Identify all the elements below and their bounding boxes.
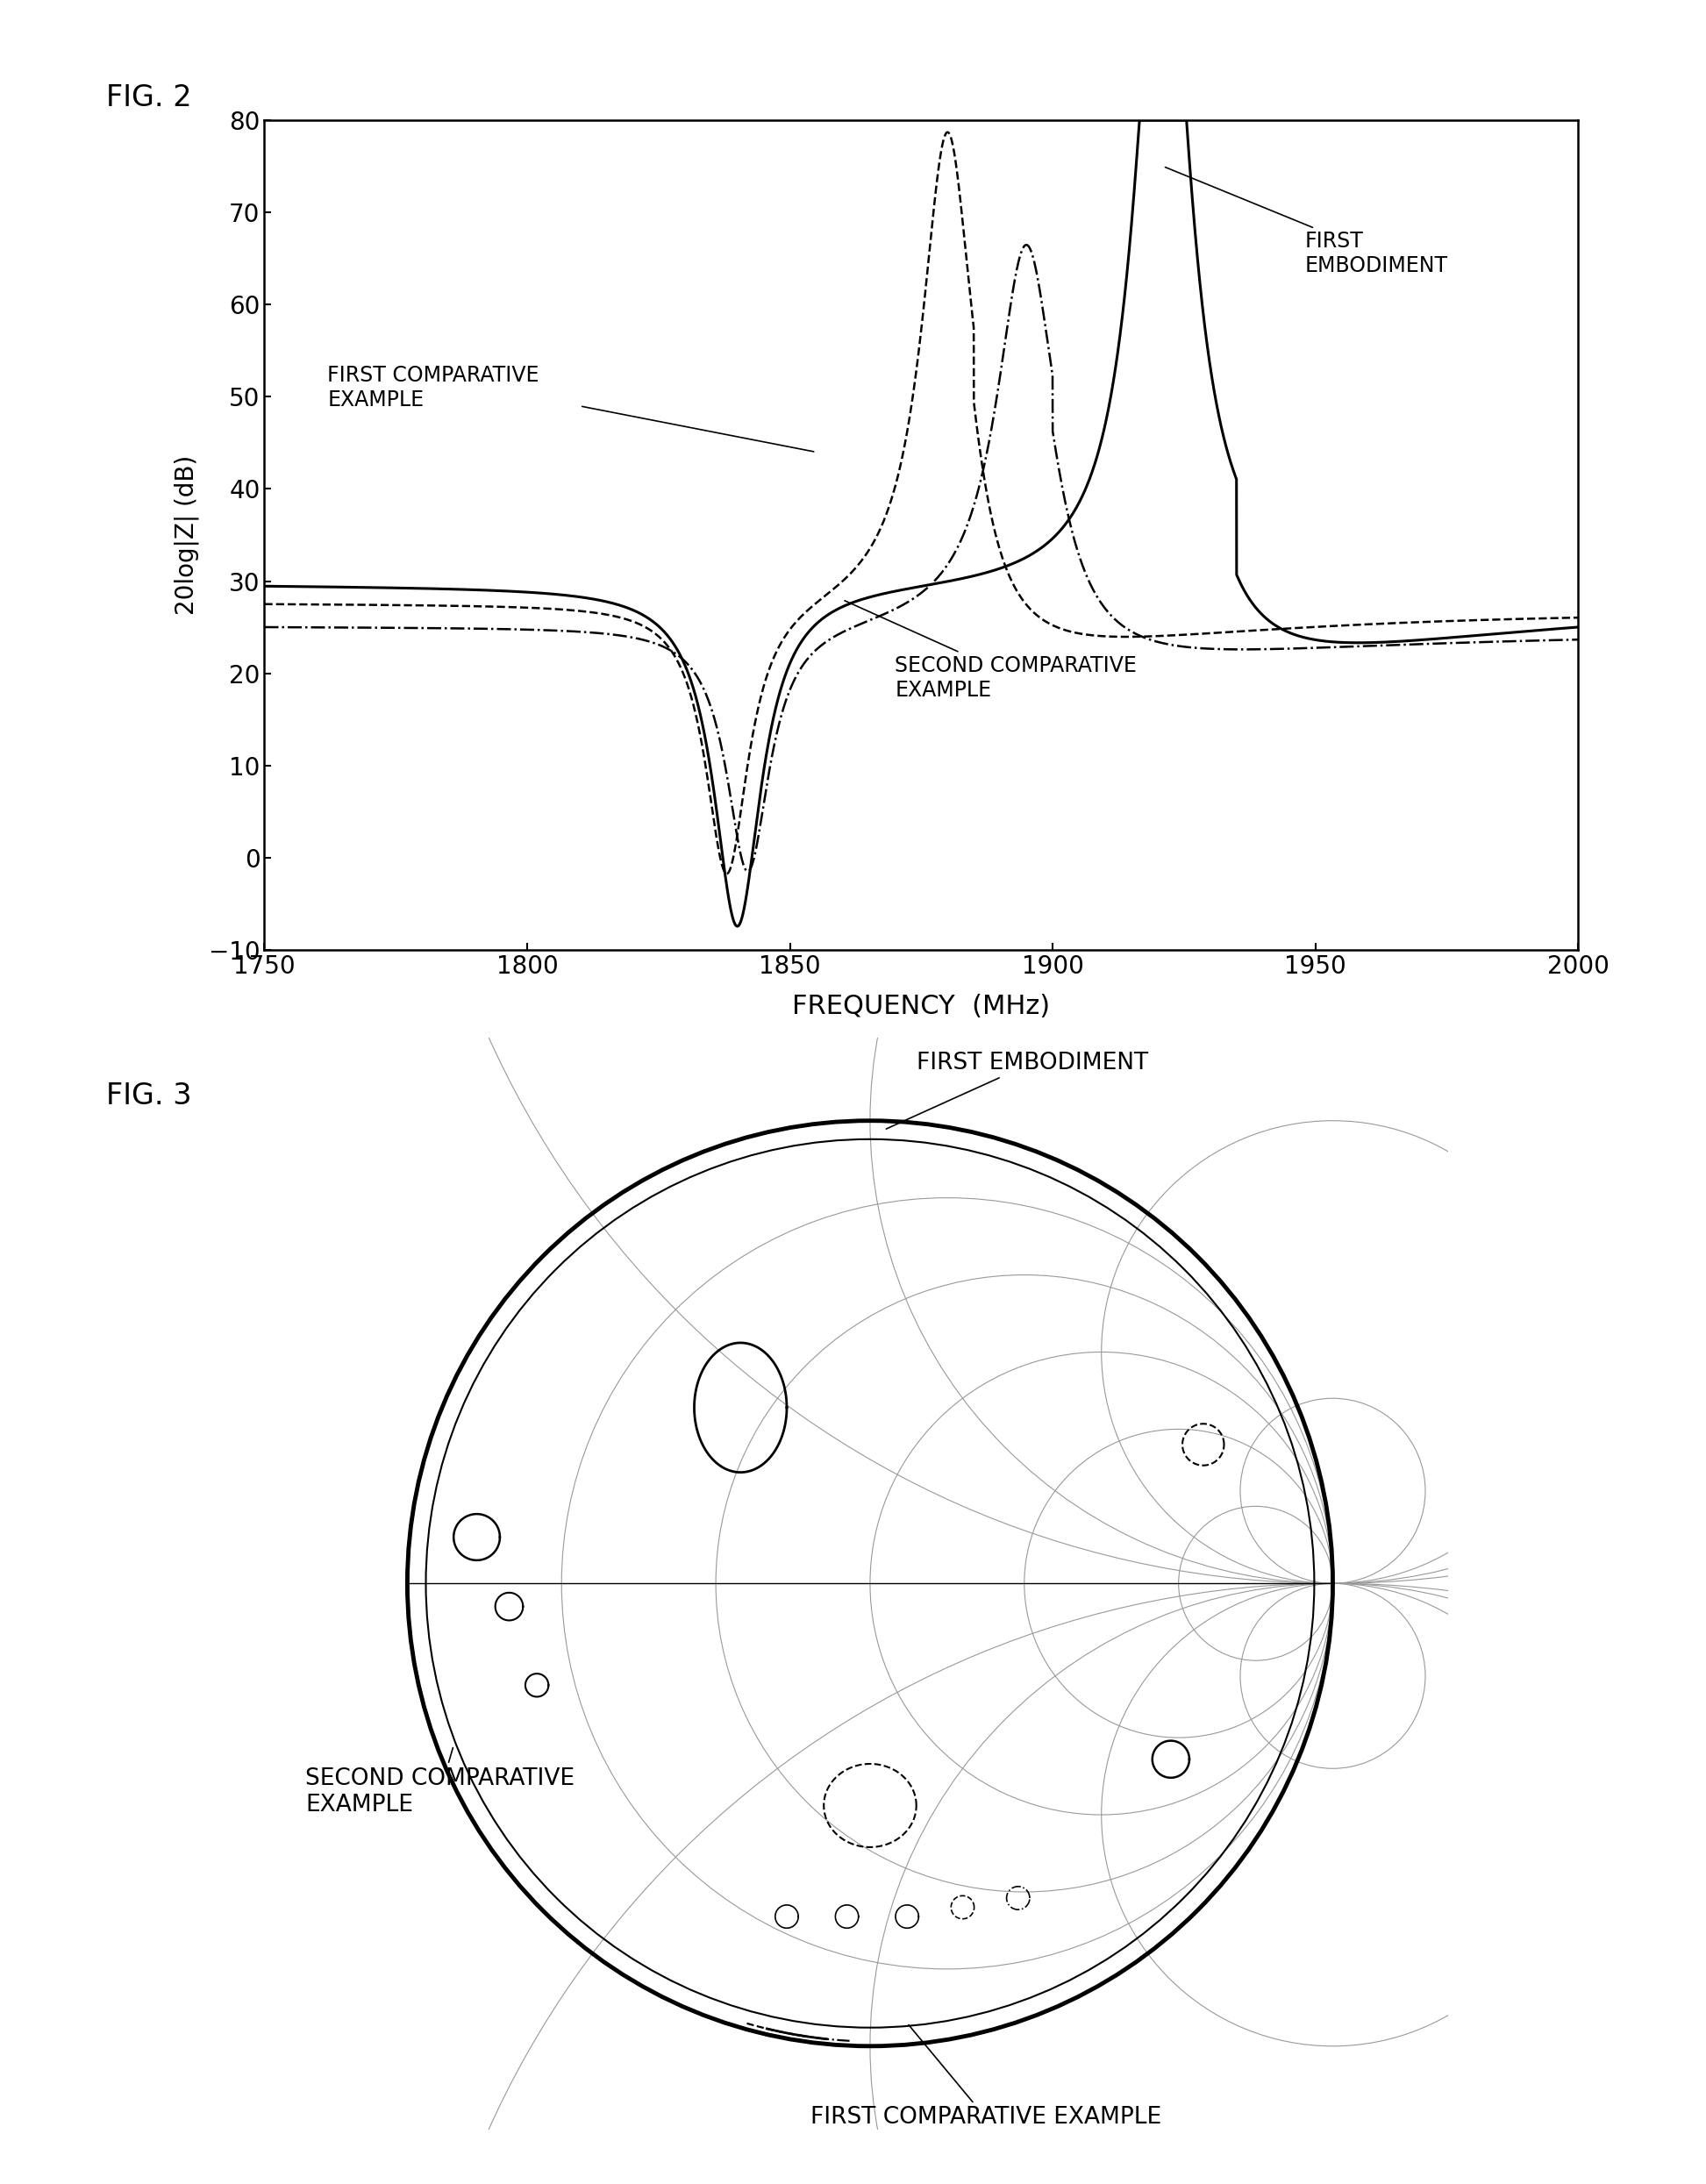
Text: FIRST
EMBODIMENT: FIRST EMBODIMENT xyxy=(1165,168,1448,275)
Text: FIRST EMBODIMENT: FIRST EMBODIMENT xyxy=(885,1053,1148,1129)
Text: FIG. 3: FIG. 3 xyxy=(106,1081,191,1109)
Text: FIG. 2: FIG. 2 xyxy=(106,83,191,111)
Text: SECOND COMPARATIVE
EXAMPLE: SECOND COMPARATIVE EXAMPLE xyxy=(305,1747,575,1817)
X-axis label: FREQUENCY  (MHz): FREQUENCY (MHz) xyxy=(792,994,1051,1020)
Text: FIRST COMPARATIVE EXAMPLE: FIRST COMPARATIVE EXAMPLE xyxy=(810,2025,1162,2129)
Text: SECOND COMPARATIVE
EXAMPLE: SECOND COMPARATIVE EXAMPLE xyxy=(844,601,1136,701)
Text: FIRST COMPARATIVE
EXAMPLE: FIRST COMPARATIVE EXAMPLE xyxy=(328,365,539,411)
Y-axis label: 20log|Z| (dB): 20log|Z| (dB) xyxy=(174,454,200,616)
